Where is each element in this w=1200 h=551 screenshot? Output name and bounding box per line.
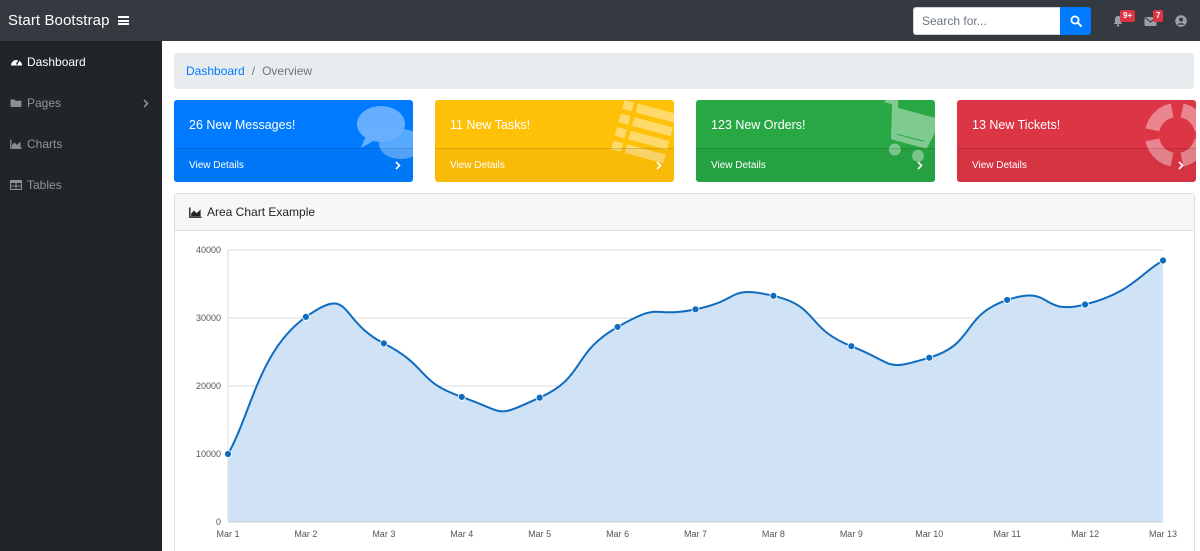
x-tick-label: Mar 7	[684, 529, 707, 539]
card-tasks: 11 New Tasks! View Details	[435, 100, 674, 182]
area-chart-card: Area Chart Example 0 10000 20000 30000 40000…	[174, 193, 1195, 551]
chevron-right-icon	[143, 97, 149, 111]
data-point	[302, 312, 310, 321]
y-tick-label: 30000	[196, 313, 221, 323]
chevron-right-icon	[1178, 161, 1184, 170]
comments-icon	[357, 106, 413, 159]
card-tickets: 13 New Tickets! View Details	[957, 100, 1196, 182]
card-title: 26 New Messages!	[189, 118, 296, 132]
x-tick-label: Mar 6	[606, 529, 629, 539]
sidebar-item-label: Dashboard	[27, 54, 86, 69]
brand-logo[interactable]: Start Bootstrap	[8, 12, 110, 29]
view-details-link[interactable]: View Details	[174, 148, 413, 182]
search-group	[913, 7, 1091, 35]
chevron-right-icon	[917, 161, 923, 170]
y-tick-label: 20000	[196, 381, 221, 391]
y-tick-label: 40000	[196, 245, 221, 255]
breadcrumb-current: Overview	[262, 64, 313, 78]
sidebar-item-label: Charts	[27, 136, 63, 151]
sidebar-item-label: Tables	[27, 177, 62, 192]
life-ring-icon	[1145, 103, 1196, 167]
card-title: 11 New Tasks!	[450, 118, 531, 132]
x-tick-label: Mar 1	[216, 529, 239, 539]
chevron-right-icon	[656, 161, 662, 170]
chevron-right-icon	[395, 161, 401, 170]
view-details-label: View Details	[189, 160, 244, 171]
series-line	[227, 259, 1164, 455]
x-tick-label: Mar 2	[294, 529, 317, 539]
sidebar-item-charts[interactable]: Charts	[0, 123, 162, 164]
data-point	[691, 305, 700, 314]
view-details-label: View Details	[711, 160, 766, 171]
data-point	[379, 339, 388, 348]
chart-title: Area Chart Example	[207, 205, 316, 219]
tachometer-icon	[10, 56, 23, 68]
data-point	[1081, 300, 1089, 309]
x-tick-label: Mar 8	[762, 529, 785, 539]
list-icon	[611, 100, 674, 164]
area-fill	[228, 260, 1163, 522]
search-button[interactable]	[1060, 7, 1091, 35]
area-chart-icon	[10, 138, 23, 150]
top-navbar: Start Bootstrap 9+ 7	[0, 0, 1200, 41]
x-tick-label: Mar 3	[372, 529, 395, 539]
messages-badge: 7	[1153, 10, 1164, 22]
data-point	[769, 291, 778, 300]
breadcrumb-separator: /	[251, 64, 256, 78]
y-tick-label: 10000	[196, 449, 221, 459]
x-tick-label: Mar 12	[1071, 529, 1099, 539]
breadcrumb: Dashboard / Overview	[174, 53, 1194, 89]
data-point	[1159, 256, 1167, 265]
breadcrumb-link-dashboard[interactable]: Dashboard	[186, 64, 245, 78]
view-details-link[interactable]: View Details	[696, 148, 935, 182]
x-tick-label: Mar 4	[450, 529, 473, 539]
sidebar-item-pages[interactable]: Pages	[0, 82, 162, 123]
sidebar-toggle-icon[interactable]	[117, 16, 129, 25]
search-icon	[1070, 15, 1082, 27]
data-point	[613, 323, 622, 331]
card-title: 13 New Tickets!	[972, 118, 1061, 132]
area-chart: 0 10000 20000 30000 40000 Mar 1 Mar 2 Mar 3 Mar …	[196, 245, 1177, 539]
shopping-cart-icon	[884, 100, 935, 162]
folder-icon	[10, 97, 23, 109]
x-tick-label: Mar 10	[915, 529, 943, 539]
alerts-badge: 9+	[1120, 10, 1136, 22]
sidebar-item-label: Pages	[27, 95, 62, 110]
area-chart-icon	[189, 207, 202, 218]
card-orders: 123 New Orders! View Details	[696, 100, 935, 182]
x-tick-label: Mar 5	[528, 529, 551, 539]
data-point	[1003, 296, 1012, 304]
user-circle-icon	[1175, 15, 1187, 27]
sidebar-item-tables[interactable]: Tables	[0, 164, 162, 205]
x-tick-label: Mar 9	[840, 529, 863, 539]
data-point	[925, 353, 934, 362]
view-details-label: View Details	[972, 160, 1027, 171]
y-tick-label: 0	[216, 517, 221, 527]
data-point	[224, 450, 232, 458]
card-messages: 26 New Messages! View Details	[174, 100, 413, 182]
view-details-link[interactable]: View Details	[957, 148, 1196, 182]
x-tick-label: Mar 13	[1149, 529, 1177, 539]
sidebar: Dashboard Pages Charts Tables	[0, 41, 162, 551]
sidebar-item-dashboard[interactable]: Dashboard	[0, 41, 162, 82]
table-icon	[10, 179, 23, 191]
chart-header: Area Chart Example	[175, 194, 1194, 231]
view-details-link[interactable]: View Details	[435, 148, 674, 182]
data-point	[847, 342, 856, 351]
data-point	[535, 393, 544, 402]
search-input[interactable]	[913, 7, 1060, 35]
view-details-label: View Details	[450, 160, 505, 171]
user-dropdown[interactable]	[1175, 14, 1187, 32]
card-title: 123 New Orders!	[711, 118, 806, 132]
x-tick-label: Mar 11	[993, 529, 1020, 539]
data-point	[457, 393, 466, 401]
